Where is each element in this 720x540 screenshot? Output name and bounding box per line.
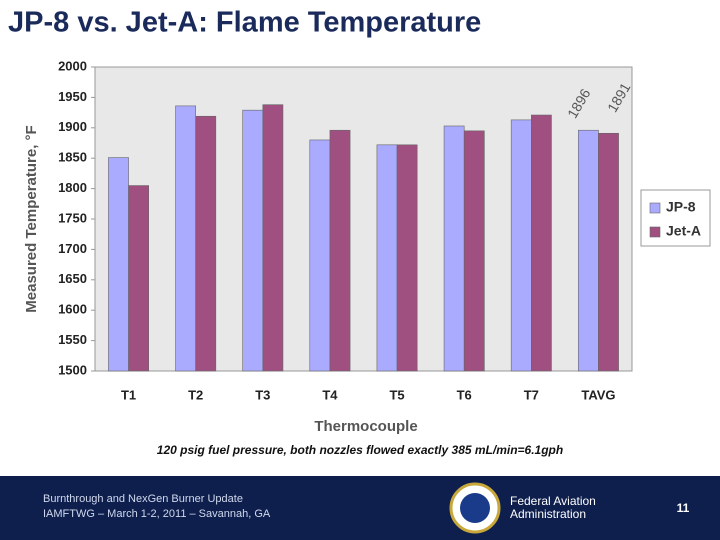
faa-logo-center (460, 493, 490, 523)
footer-line: Burnthrough and NexGen Burner Update (43, 493, 243, 505)
y-tick-label: 2000 (58, 58, 87, 73)
x-tick-label: T3 (255, 387, 270, 402)
x-tick-label: T4 (322, 387, 338, 402)
y-tick-label: 1950 (58, 89, 87, 104)
footer-band (0, 476, 720, 540)
legend-label: JP-8 (666, 199, 696, 215)
agency-name: Federal Aviation (510, 494, 596, 508)
x-tick-label: T2 (188, 387, 203, 402)
page-number: 11 (677, 501, 690, 515)
legend-swatch (649, 202, 661, 214)
bar (577, 129, 599, 372)
x-tick-label: T6 (457, 387, 472, 402)
bar (598, 132, 619, 372)
x-axis-label: Thermocouple (314, 418, 417, 435)
bar (262, 104, 284, 372)
bar (195, 115, 217, 372)
y-axis-label: Measured Temperature, °F (23, 125, 40, 312)
y-tick-label: 1500 (58, 362, 87, 377)
x-tick-label: TAVG (581, 387, 615, 402)
agency-name: Administration (510, 507, 586, 521)
bar (128, 185, 150, 372)
bar (396, 144, 418, 372)
legend-label: Jet-A (666, 223, 701, 239)
y-tick-label: 1850 (58, 150, 87, 165)
bar (242, 109, 264, 372)
bar (463, 130, 485, 372)
bar (175, 105, 196, 372)
slide-title: JP-8 vs. Jet-A: Flame Temperature (8, 7, 481, 39)
x-tick-label: T1 (121, 387, 136, 402)
bar (531, 114, 552, 372)
y-tick-label: 1600 (58, 302, 87, 317)
bar (510, 119, 532, 372)
bar (108, 157, 129, 372)
y-tick-label: 1900 (58, 119, 87, 134)
legend-swatch (649, 226, 661, 238)
x-tick-label: T7 (524, 387, 539, 402)
y-tick-label: 1550 (58, 332, 87, 347)
bar (329, 129, 351, 372)
footer-line: IAMFTWG – March 1-2, 2011 – Savannah, GA (43, 508, 271, 520)
bar (376, 144, 398, 372)
y-tick-label: 1800 (58, 180, 87, 195)
y-tick-label: 1650 (58, 271, 87, 286)
caption: 120 psig fuel pressure, both nozzles flo… (157, 443, 563, 457)
y-tick-label: 1700 (58, 241, 87, 256)
bar (309, 139, 331, 372)
footer: Burnthrough and NexGen Burner Update IAM… (0, 476, 720, 540)
bar (443, 125, 465, 372)
y-tick-label: 1750 (58, 210, 87, 225)
x-tick-label: T5 (389, 387, 404, 402)
